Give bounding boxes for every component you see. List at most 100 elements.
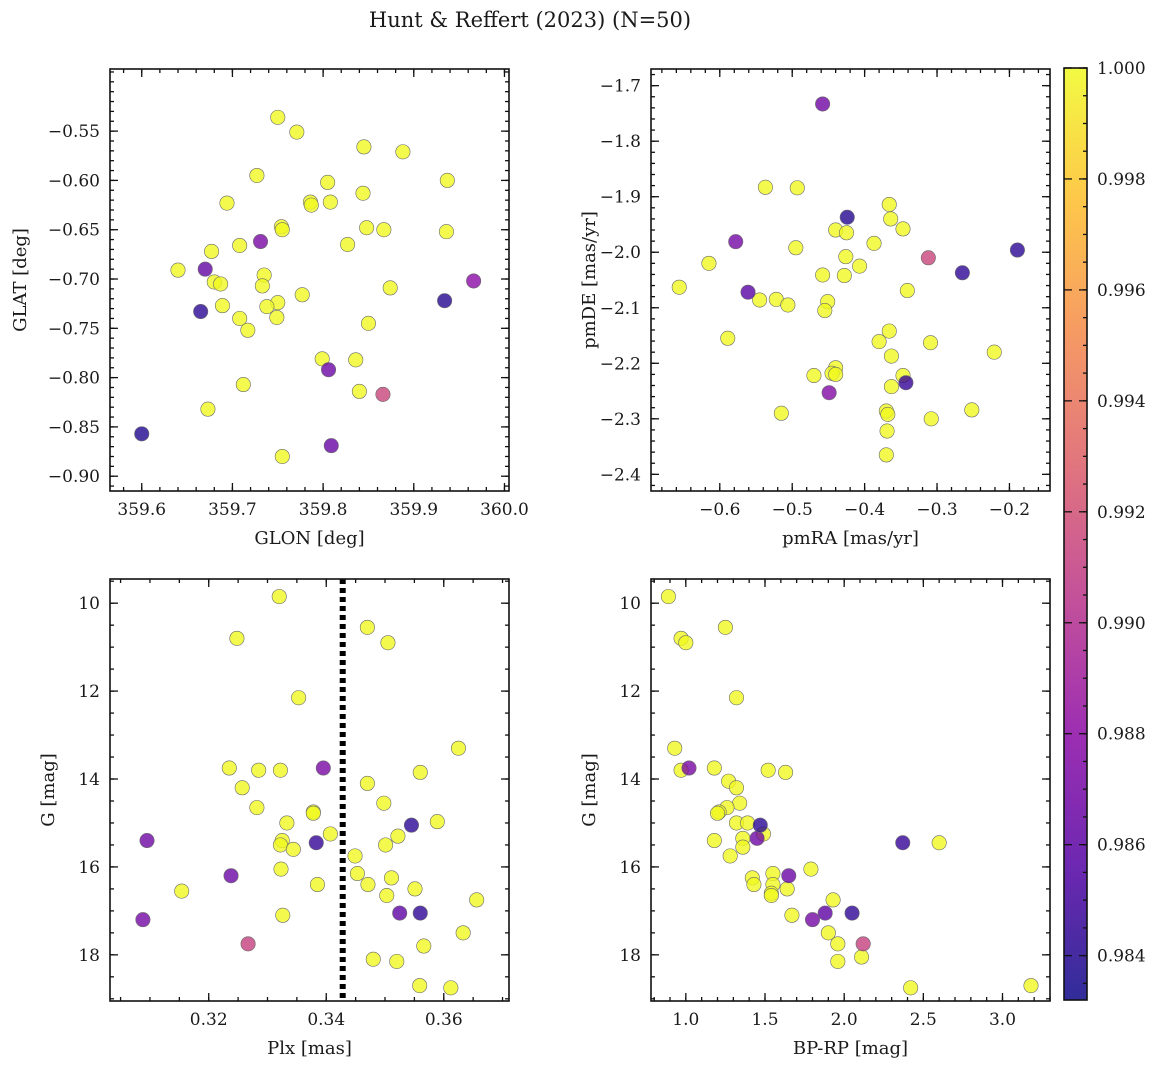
data-point [321,362,337,378]
data-point [752,817,768,833]
data-point [757,179,773,195]
x-tick-label: 2.5 [910,1010,937,1030]
data-point [728,690,744,706]
data-point [376,222,392,238]
y-axis-label: pmDE [mas/yr] [579,211,600,349]
data-point [219,195,235,211]
data-point [830,936,846,952]
data-point [197,261,213,277]
y-tick-label: −0.70 [48,270,100,290]
data-point [825,892,841,908]
data-point [678,635,694,651]
data-point [323,438,339,454]
data-point [709,805,725,821]
data-point [828,366,844,382]
data-point [392,905,408,921]
data-point [986,344,1002,360]
data-point [895,835,911,851]
y-axis-label: G [mag] [38,753,59,826]
colorbar-tick-label: 1.000 [1097,59,1146,79]
data-point [389,953,405,969]
data-point [174,883,190,899]
data-point [803,861,819,877]
data-point [356,139,372,155]
y-tick-label: −0.65 [48,221,100,241]
y-axis-label: GLAT [deg] [10,228,31,332]
x-tick-label: 0.34 [307,1010,345,1030]
data-point [817,905,833,921]
data-point [259,299,275,315]
data-point [251,762,267,778]
data-point [285,841,301,857]
x-axis-label: BP-RP [mag] [793,1038,908,1059]
data-point [351,383,367,399]
data-point [778,764,794,780]
data-point [347,848,363,864]
data-point [322,194,338,210]
data-point [221,760,237,776]
axes-frame [109,578,510,1002]
y-tick-label: −2.2 [600,354,641,374]
data-point [671,279,687,295]
data-point [455,925,471,941]
data-point [881,323,897,339]
colorbar-tick-label: 0.994 [1097,392,1146,412]
colorbar: 0.984 0.986 0.988 0.990 0.992 0.994 0.996 0.998… [1063,59,1146,1001]
data-point [273,861,289,877]
x-tick-label: −0.4 [844,500,885,520]
data-point [355,185,371,201]
color-magnitude-panel: 1.0 1.5 2.0 2.5 3.0 10 12 14 16 18 BP-RP [mag] G [m… [579,578,1051,1059]
y-axis-label: G [mag] [579,753,600,826]
data-point [746,877,762,893]
y-tick-label: 18 [619,946,641,966]
data-point [820,925,836,941]
data-point [740,284,756,300]
data-point [223,868,239,884]
data-point [234,780,250,796]
data-point [309,877,325,893]
y-tick-label: 12 [619,682,641,702]
data-point [1009,242,1025,258]
y-tick-label: −1.7 [600,77,641,97]
x-axis-label: pmRA [mas/yr] [782,528,919,549]
data-point [359,775,375,791]
data-point [289,124,305,140]
data-point [854,949,870,965]
y-tick-label: −1.9 [600,188,641,208]
figure-title: Hunt & Reffert (2023) (N=50) [369,8,691,32]
x-tick-label: 0.32 [190,1010,228,1030]
data-point [275,907,291,923]
data-point [903,980,919,996]
x-tick-label: −0.3 [916,500,957,520]
data-point [735,839,751,855]
data-point [749,830,765,846]
data-point [412,905,428,921]
data-point [920,250,936,266]
data-point [240,936,256,952]
data-point [214,298,230,314]
data-point [359,220,375,236]
data-point [789,180,805,196]
x-tick-label: −0.2 [989,500,1030,520]
data-point [200,401,216,417]
data-point [923,411,939,427]
data-point [839,209,855,225]
data-point [931,835,947,851]
data-point [269,309,285,325]
data-point [279,815,295,831]
data-point [438,224,454,240]
data-point [898,375,914,391]
y-tick-label: −1.8 [600,132,641,152]
data-point [788,240,804,256]
data-point [204,243,220,259]
data-point [271,589,287,605]
colorbar-tick-label: 0.984 [1097,947,1146,967]
data-point [1023,978,1039,994]
data-point [360,315,376,331]
data-points [135,589,485,996]
data-point [954,265,970,281]
data-point [375,386,391,402]
data-point [383,870,399,886]
data-point [303,197,319,213]
